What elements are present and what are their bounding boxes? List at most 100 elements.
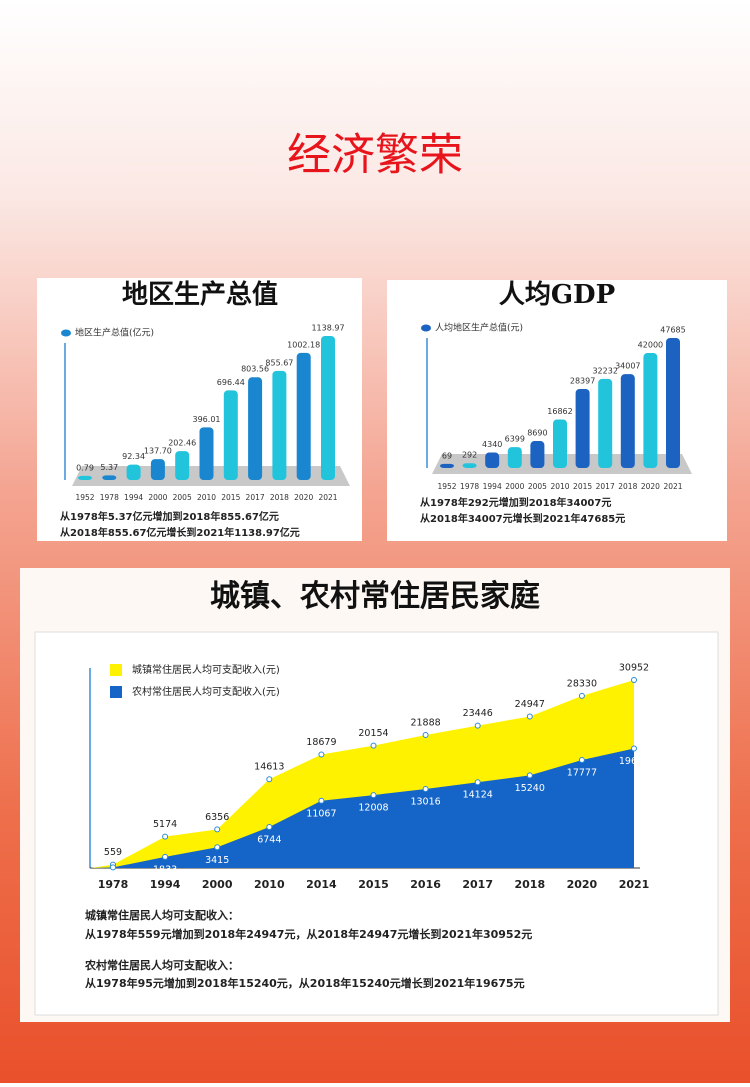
x-tick-label: 2015 [573,482,592,491]
x-tick-label: 2018 [618,482,637,491]
x-tick-label: 2010 [254,878,285,891]
x-tick-label: 2014 [306,878,337,891]
value-label: 292 [462,451,477,460]
bar [223,390,238,480]
value-label: 559 [104,847,122,858]
point [474,722,481,729]
bar [620,374,635,468]
bar [78,475,92,480]
x-tick-label: 2021 [619,878,650,891]
x-tick-label: 1994 [124,493,143,502]
x-tick-label: 2016 [410,878,441,891]
value-label: 0.79 [76,463,94,472]
value-label: 42000 [638,341,663,350]
x-tick-label: 2010 [197,493,216,502]
x-tick-label: 2021 [663,482,682,491]
value-label: 24947 [515,699,545,710]
bar [643,353,658,468]
bar [666,338,680,468]
legend-label: 人均地区生产总值(元) [435,322,523,334]
value-label: 396.01 [193,415,221,424]
chart-title: 人均GDP [499,280,615,310]
value-label: 28330 [567,678,597,689]
value-label: 34007 [615,362,640,371]
value-label: 696.44 [217,378,245,387]
x-tick-label: 1978 [98,878,129,891]
legend-swatch [421,324,431,332]
x-tick-label: 2005 [528,482,547,491]
x-tick-label: 2020 [641,482,660,491]
legend-label: 城镇常住居民人均可支配收入(元) [132,663,280,676]
value-label: 14124 [463,790,493,801]
x-tick-label: 2015 [221,493,240,502]
point [422,785,429,792]
bar [485,452,500,468]
value-label: 5174 [153,819,177,830]
point [318,751,325,758]
value-label: 8690 [527,429,547,438]
x-tick-label: 2017 [246,493,265,502]
point [578,757,585,764]
value-label: 92.34 [122,452,145,461]
bar [575,388,590,468]
bar [150,459,165,480]
x-tick-label: 1952 [75,493,94,502]
value-label: 28397 [570,376,595,385]
value-label: 95 [117,875,129,886]
bar [530,441,545,468]
value-label: 23446 [463,708,493,719]
value-label: 3415 [205,855,229,866]
value-label: 14613 [254,762,284,773]
x-tick-label: 2017 [462,878,493,891]
x-tick-label: 1978 [460,482,479,491]
point [162,833,169,840]
point [422,732,429,739]
annotation: 从1978年95元增加到2018年15240元，从2018年15240元增长到2… [85,976,525,990]
bar [507,447,522,468]
bar [553,419,567,468]
legend-swatch [61,329,71,337]
value-label: 18679 [306,737,336,748]
value-label: 855.67 [265,358,293,367]
point [474,779,481,786]
bar [296,352,311,480]
value-label: 19675 [619,756,649,767]
value-label: 47685 [660,326,685,335]
x-tick-label: 2000 [505,482,524,491]
point [526,713,533,720]
value-label: 12008 [358,803,388,814]
legend-swatch [110,664,122,676]
value-label: 6356 [205,812,229,823]
point [266,776,273,783]
value-label: 803.56 [241,365,269,374]
value-label: 17777 [567,768,597,779]
x-tick-label: 2010 [550,482,569,491]
value-label: 137.70 [144,447,172,456]
x-tick-label: 2000 [202,878,233,891]
x-tick-label: 2005 [173,493,192,502]
point [631,745,637,752]
x-tick-label: 1952 [437,482,456,491]
legend-label: 农村常住居民人均可支配收入(元) [132,685,280,698]
x-tick-label: 1994 [483,482,502,491]
point [370,792,377,799]
value-label: 32232 [592,366,617,375]
annotation: 从2018年855.67亿元增长到2021年1138.97亿元 [60,526,300,539]
point [526,772,533,779]
bar [462,463,477,468]
point [266,824,273,831]
annotation: 城镇常住居民人均可支配收入： [85,908,239,922]
chart-title: 城镇、农村常住居民家庭 [210,579,540,614]
point [214,826,221,833]
value-label: 16862 [547,407,572,416]
point [110,864,116,871]
x-tick-label: 2020 [294,493,313,502]
value-label: 202.46 [168,439,196,448]
bar [440,463,454,468]
x-tick-label: 2021 [318,493,337,502]
x-tick-label: 2000 [148,493,167,502]
x-tick-label: 1994 [150,878,181,891]
value-label: 5.37 [100,463,118,472]
